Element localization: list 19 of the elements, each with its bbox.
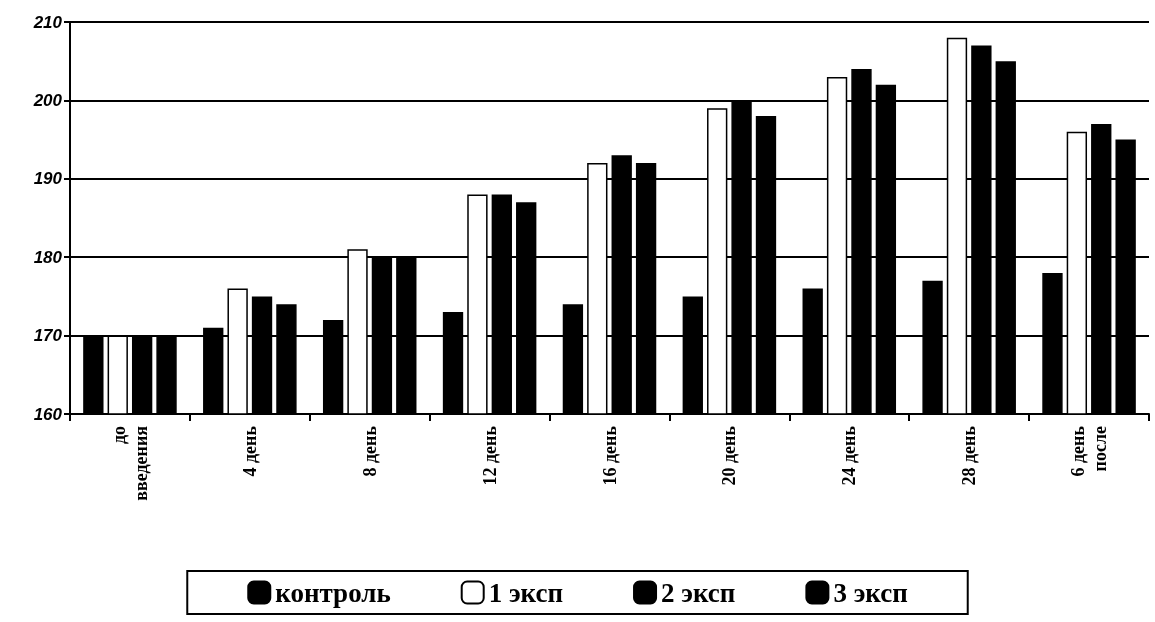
x-tick-label: 12 день (479, 425, 500, 486)
y-tick-label: 190 (33, 169, 63, 189)
x-tick-label: 6 день после (1068, 425, 1111, 477)
x-tick-label: 16 день (599, 425, 620, 486)
x-tick-label: 28 день (959, 425, 980, 486)
y-tick-label: 210 (32, 12, 63, 32)
y-tick-label: 200 (32, 90, 63, 110)
legend-label: контроль (275, 577, 391, 608)
x-tick-label: 20 день (719, 425, 740, 486)
y-tick-label: 160 (33, 404, 63, 424)
x-tick-label: до введения (108, 425, 151, 501)
legend-label: 2 эксп (661, 577, 736, 608)
x-tick-label: 24 день (839, 425, 860, 486)
x-tick-label: 4 день (239, 425, 260, 477)
legend-label: 1 эксп (488, 577, 564, 608)
x-tick-label: 8 день (359, 425, 380, 477)
legend-label: 3 эксп (833, 577, 908, 608)
y-tick-label: 170 (33, 326, 63, 346)
y-tick-label: 180 (33, 247, 63, 267)
